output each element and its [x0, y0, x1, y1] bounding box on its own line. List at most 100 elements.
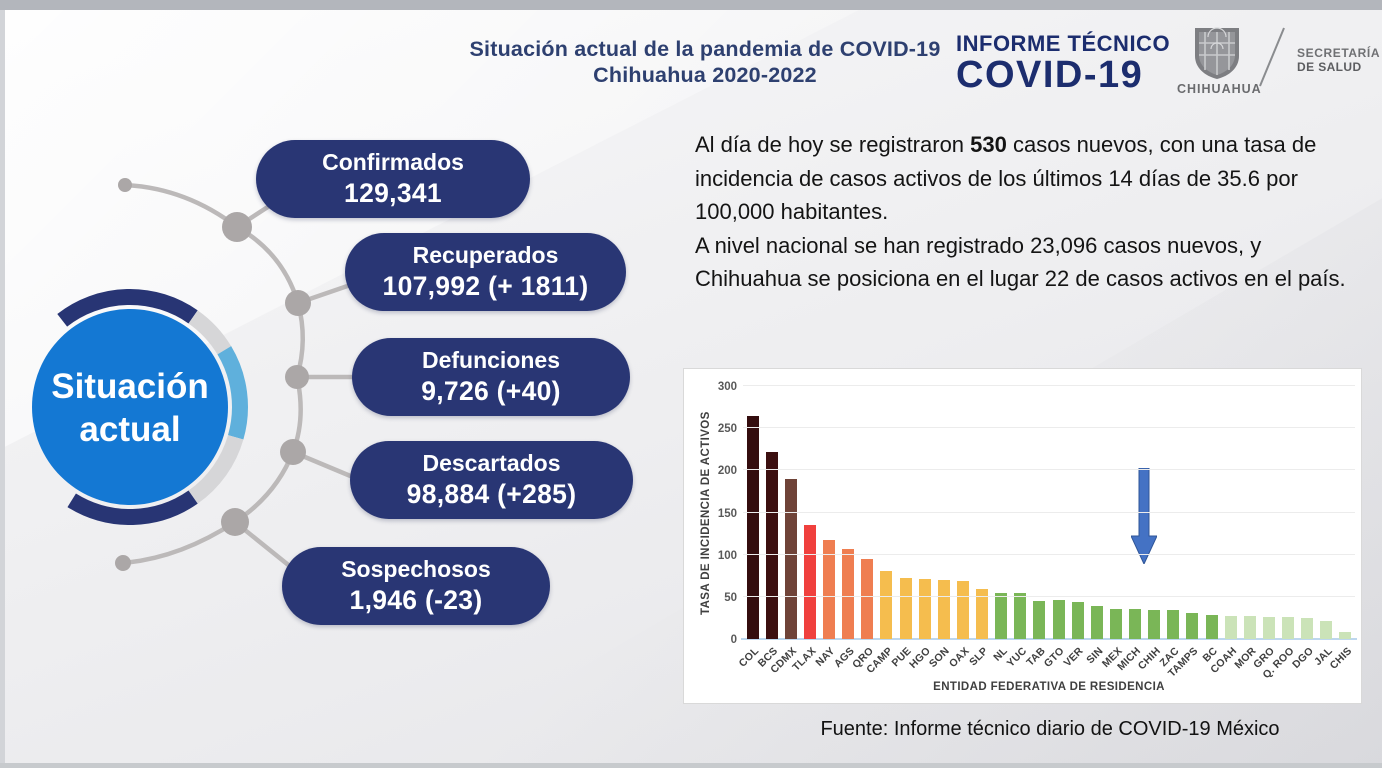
bar-BC [1205, 614, 1218, 639]
summary-paragraph-1: Al día de hoy se registraron 530 casos n… [695, 128, 1357, 229]
ministry-line1: SECRETARÍA [1297, 46, 1381, 60]
stat-label: Recuperados [412, 242, 559, 268]
bar-CHIS [1339, 632, 1352, 639]
bar-CDMX [784, 478, 797, 639]
bar-slot-DGO: DGO [1290, 386, 1317, 671]
report-brand: INFORME TÉCNICO COVID-19 [956, 31, 1171, 95]
bar-slot-COAH: COAH [1208, 386, 1240, 676]
bar-slot-QRO: QRO [850, 386, 877, 671]
stat-pill-recuperados: Recuperados 107,992 (+ 1811) [345, 233, 626, 311]
bar-CHIH [1148, 610, 1161, 639]
window-left-strip [0, 10, 5, 763]
bar-slot-NL: NL [991, 386, 1011, 664]
y-tick-label: 250 [717, 423, 737, 436]
bar-QRO [861, 558, 874, 639]
bar-PUE [899, 578, 912, 639]
hub-ring [57, 288, 248, 525]
report-brand-line1: INFORME TÉCNICO [956, 31, 1171, 56]
stat-label: Defunciones [421, 347, 561, 373]
state-logo-label: CHIHUAHUA [1177, 82, 1262, 96]
incidence-bar-chart: TASA DE INCIDENCIA DE ACTIVOS COL BCS CDMX… [683, 368, 1362, 704]
bar-BCS [765, 451, 778, 639]
stat-value: 98,884 (+285) [406, 479, 577, 509]
chart-baseline [741, 638, 1357, 640]
bar-slot-SLP: SLP [967, 386, 992, 668]
stat-label: Confirmados [322, 149, 464, 175]
bar-Q. ROO [1282, 617, 1295, 639]
bar-MOR [1243, 616, 1256, 639]
bar-MEX [1109, 608, 1122, 639]
stat-pill-sospechosos: Sospechosos 1,946 (-23) [282, 547, 550, 625]
bar-slot-CDMX: CDMX [768, 386, 800, 676]
chart-bars: COL BCS CDMX TLAX NAY AGS QRO CAMP PUE HGO SON OAX S… [736, 386, 1355, 681]
bar-HGO [918, 579, 931, 639]
y-tick-label: 150 [717, 507, 737, 520]
bar-COAH [1224, 616, 1237, 639]
summary-paragraph-2: A nivel nacional se han registrado 23,09… [695, 232, 1346, 292]
ministry-line2: DE SALUD [1297, 60, 1362, 74]
bar-VER [1071, 601, 1084, 639]
bar-slot-NAY: NAY [814, 386, 839, 669]
highlight-arrow-down-icon [1131, 468, 1158, 564]
bar-slot-JAL: JAL [1312, 386, 1336, 668]
bar-slot-SIN: SIN [1084, 386, 1106, 666]
hub-label-line2: actual [79, 410, 180, 449]
stat-value: 1,946 (-23) [349, 585, 483, 615]
y-tick-label: 0 [730, 634, 737, 646]
bar-slot-MOR: MOR [1232, 386, 1259, 671]
summary-p1-after: casos nuevos, con una tasa de incidencia… [695, 132, 1317, 224]
stat-label: Sospechosos [341, 556, 491, 582]
bar-AGS [842, 548, 855, 639]
bar-TLAX [803, 525, 816, 639]
y-tick-label: 200 [717, 465, 737, 478]
shield-icon [1195, 27, 1239, 79]
bar-JAL [1320, 621, 1333, 639]
bar-slot-BCS: BCS [756, 386, 781, 670]
bar-DGO [1301, 617, 1314, 639]
bar-slot-MEX: MEX [1099, 386, 1125, 670]
bar-slot-TLAX: TLAX [790, 386, 819, 673]
page-title-line1: Situación actual de la pandemia de COVID… [469, 37, 941, 61]
bar-COL [746, 415, 759, 639]
chart-x-axis-label: ENTIDAD FEDERATIVA DE RESIDENCIA [933, 681, 1165, 693]
bar-slot-CHIH: CHIH [1131, 386, 1164, 672]
connector-nodes [115, 178, 311, 571]
bar-slot-CAMP: CAMP [864, 386, 896, 676]
bar-slot-GTO: GTO [1042, 386, 1068, 670]
slide: Situación actual de la pandemia de COVID… [5, 10, 1382, 763]
gridline [743, 385, 1355, 386]
stat-pill-descartados: Descartados 98,884 (+285) [350, 441, 633, 519]
bar-slot-VER: VER [1062, 386, 1087, 669]
bar-slot-ZAC: ZAC [1158, 386, 1183, 669]
gridline [743, 511, 1355, 513]
stat-pill-confirmados: Confirmados 129,341 [256, 140, 530, 218]
summary-p1-bold: 530 [970, 132, 1007, 157]
bar-slot-AGS: AGS [832, 386, 858, 670]
bar-slot-TAMPS: TAMPS [1166, 386, 1202, 680]
bar-slot-GRO: GRO [1252, 386, 1278, 671]
stat-value: 107,992 (+ 1811) [382, 271, 589, 301]
window-bottom-strip [0, 763, 1382, 768]
bar-slot-COL: COL [736, 386, 762, 670]
gridline [743, 469, 1355, 471]
bar-slot-BC: BC [1201, 386, 1221, 665]
bar-GTO [1052, 600, 1065, 639]
bar-TAB [1033, 601, 1046, 639]
bar-slot-YUC: YUC [1004, 386, 1030, 670]
bar-SLP [976, 589, 989, 639]
gridline [743, 595, 1355, 597]
gridline [743, 553, 1355, 555]
bar-NAY [823, 539, 836, 639]
bar-slot-TAB: TAB [1024, 386, 1049, 669]
summary-text: Al día de hoy se registraron 530 casos n… [695, 128, 1357, 296]
stat-pill-defunciones: Defunciones 9,726 (+40) [352, 338, 630, 416]
y-tick-label: 100 [717, 549, 737, 562]
y-tick-label: 50 [724, 591, 737, 604]
stat-value: 129,341 [344, 178, 442, 208]
chihuahua-state-logo: CHIHUAHUA [1177, 26, 1262, 96]
bar-NL [995, 592, 1008, 639]
bar-YUC [1014, 593, 1027, 639]
bar-slot-OAX: OAX [946, 386, 972, 670]
bar-slot-PUE: PUE [890, 386, 915, 669]
bar-slot-Q. ROO: Q. ROO [1260, 386, 1298, 681]
